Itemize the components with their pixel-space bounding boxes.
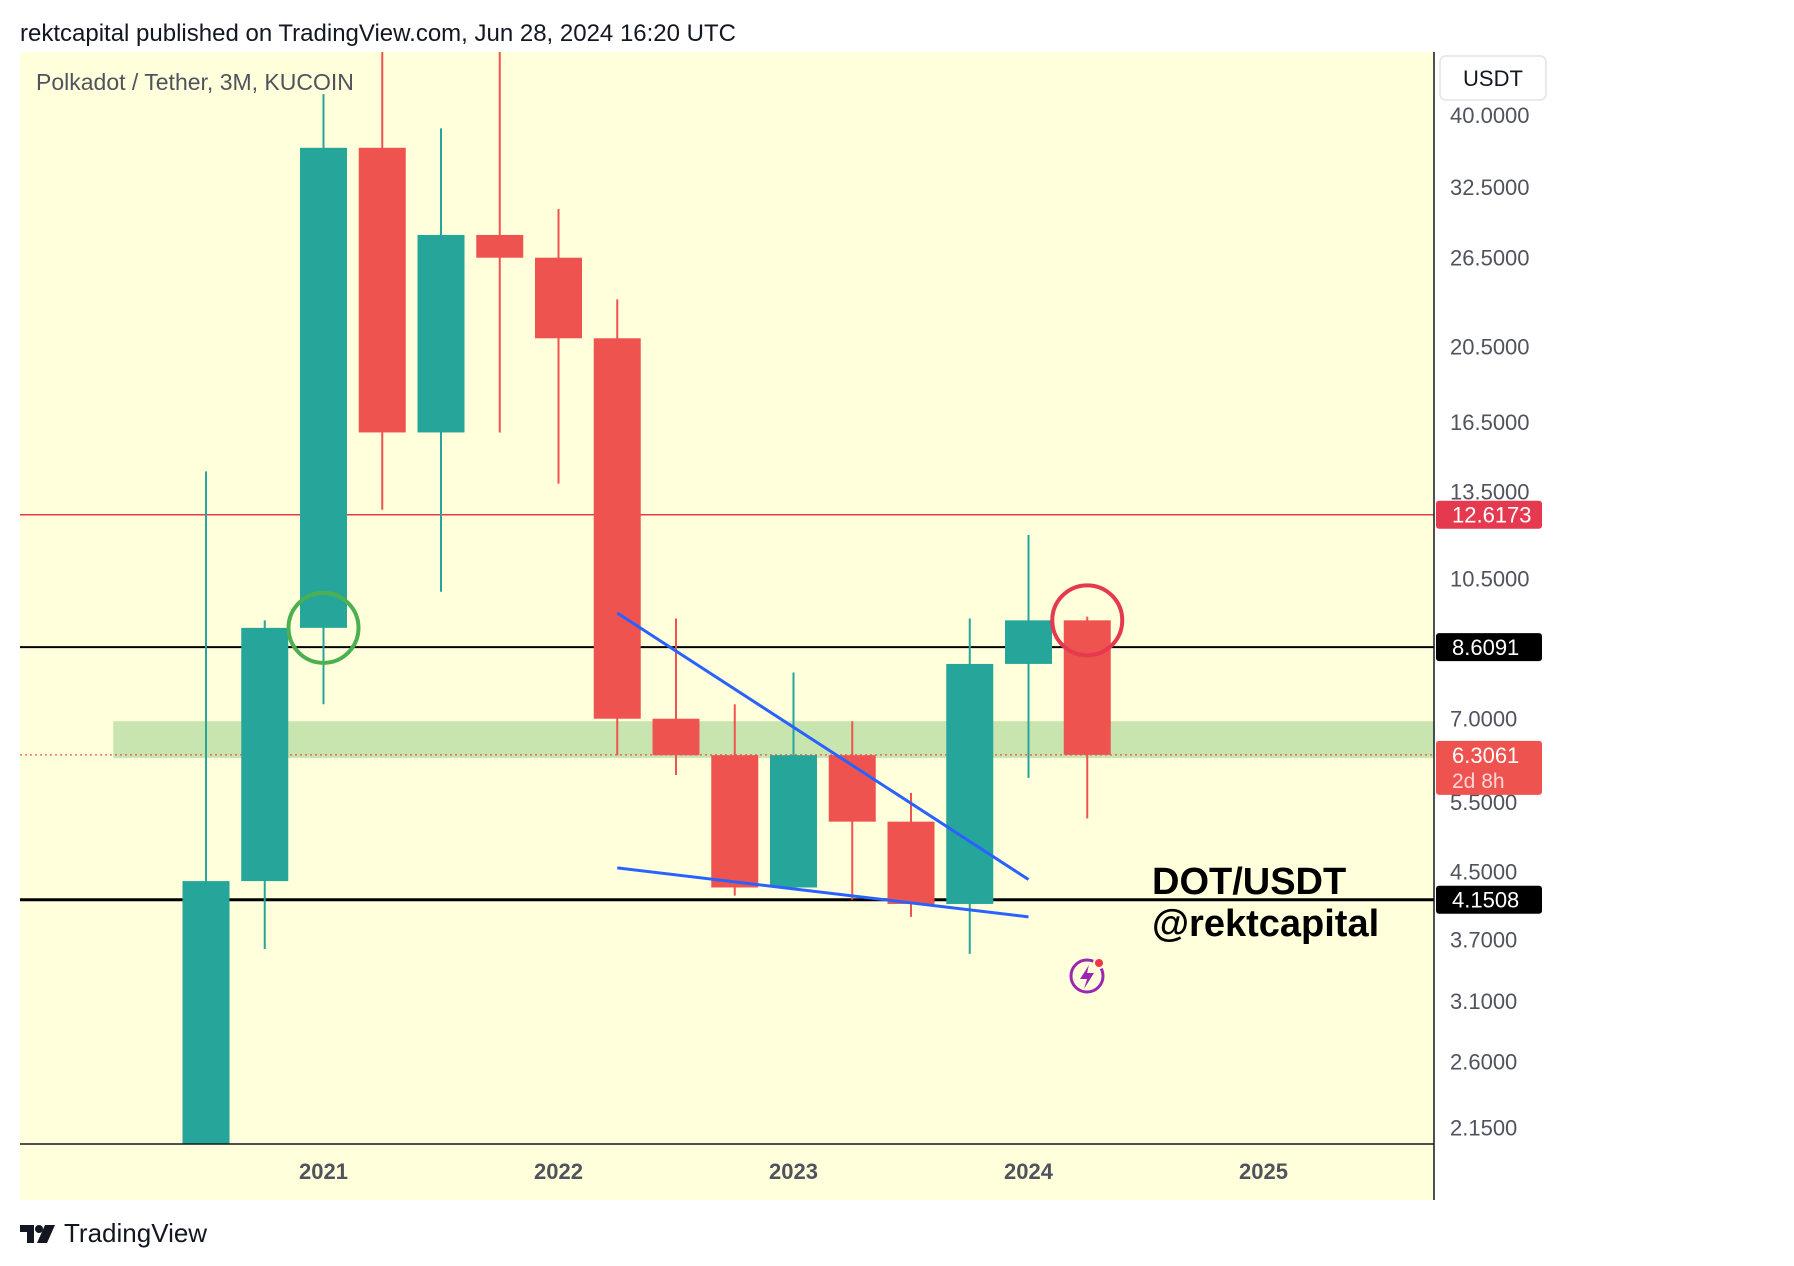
y-tick-label: 13.5000 (1450, 479, 1530, 504)
y-tick-label: 7.0000 (1450, 707, 1517, 732)
tradingview-logo-icon (20, 1224, 55, 1243)
candle-2021-Q2 (358, 52, 406, 510)
level-tag-12.6173: 12.6173 (1452, 503, 1532, 528)
chart-panel[interactable]: 40.0000 32.5000 26.5000 20.5000 16.5000 13.50… (20, 52, 1774, 1200)
y-tick-label: 10.5000 (1450, 566, 1530, 591)
price-axis-layer: 40.0000 32.5000 26.5000 20.5000 16.5000 13.50… (1433, 52, 1530, 1200)
publish-header: rektcapital published on TradingView.com… (20, 20, 736, 47)
y-tick-label: 40.0000 (1450, 103, 1530, 128)
candle-body (946, 663, 994, 904)
y-tick-label: 32.5000 (1450, 175, 1530, 200)
footer-brand[interactable]: TradingView (20, 1218, 207, 1249)
candle-2021-Q3 (417, 128, 465, 592)
lightning-icon[interactable] (1069, 957, 1105, 994)
level-tag-4.1508: 4.1508 (1452, 888, 1519, 913)
candle-body (300, 147, 347, 628)
red-circle-marker (1050, 583, 1125, 658)
currency-button[interactable]: USDT (1439, 55, 1547, 101)
candle-2022-Q2 (593, 299, 641, 756)
y-tick-label: 3.7000 (1450, 928, 1517, 953)
green-circle-marker (286, 590, 361, 665)
currency-button-label: USDT (1463, 66, 1523, 91)
y-tick-label: 20.5000 (1450, 335, 1530, 360)
candle-2022-Q3 (652, 618, 700, 776)
time-axis-layer: 2021 2022 2023 2024 2025 (20, 1143, 1434, 1184)
candle-body (1063, 620, 1111, 755)
trendline-1 (616, 611, 1030, 881)
candle-body (887, 821, 935, 904)
plot-background[interactable] (20, 52, 1434, 1144)
level-tag-4.1508-background (1436, 885, 1542, 914)
candle-body (417, 234, 465, 433)
footer-brand-name: TradingView (64, 1218, 208, 1248)
x-tick-label: 2021 (299, 1159, 348, 1184)
markers-layer (286, 583, 1125, 665)
current-price-tag: 6.3061 (1452, 743, 1519, 768)
candle-2024-Q2 (1063, 616, 1111, 819)
symbol-title: Polkadot / Tether, 3M, KUCOIN (36, 69, 354, 95)
trendline-2 (617, 866, 1029, 919)
y-tick-label: 4.5000 (1450, 860, 1517, 885)
candle-body (593, 338, 641, 719)
x-tick-label: 2024 (1004, 1159, 1054, 1184)
candle-2021-Q4 (476, 52, 524, 433)
candlestick-chart[interactable]: 40.0000 32.5000 26.5000 20.5000 16.5000 13.50… (20, 52, 1774, 1200)
candle-body (241, 627, 289, 882)
watermark-pair: DOT/USDT (1152, 861, 1346, 903)
support-zone-layer (113, 721, 1434, 758)
candle-2020-Q3 (182, 471, 230, 1144)
time-axis-background[interactable] (20, 1144, 1434, 1200)
candle-body (358, 147, 406, 433)
candle-2023-Q4 (946, 618, 994, 954)
x-tick-label: 2022 (534, 1159, 583, 1184)
candle-body (476, 234, 524, 258)
candles-layer (182, 52, 1111, 1144)
support-zone (113, 721, 1434, 758)
price-axis-background[interactable] (1434, 52, 1774, 1200)
watermark-author: @rektcapital (1152, 903, 1379, 945)
level-tag-8.6091-background (1436, 633, 1542, 662)
current-price-tag-background (1436, 740, 1542, 795)
candle-body (535, 257, 582, 339)
candle-2023-Q3 (887, 792, 935, 917)
candle-body (652, 718, 700, 756)
candle-countdown: 2d 8h (1452, 770, 1505, 793)
level-tag-8.6091: 8.6091 (1452, 635, 1519, 660)
candle-body (711, 755, 759, 888)
candle-2021-Q1 (300, 94, 347, 705)
candle-2024-Q1 (1005, 534, 1052, 778)
candle-2020-Q4 (241, 620, 289, 950)
y-tick-label: 16.5000 (1450, 410, 1530, 435)
x-tick-label: 2023 (769, 1159, 818, 1184)
candle-body (1005, 620, 1052, 664)
y-tick-label: 3.1000 (1450, 989, 1517, 1014)
trendlines-layer (616, 611, 1030, 919)
level-tag-12.6173-background (1436, 500, 1542, 529)
y-tick-label: 2.6000 (1450, 1050, 1517, 1075)
candle-2022-Q4 (711, 704, 759, 896)
x-tick-label: 2025 (1239, 1159, 1288, 1184)
candle-body (182, 881, 230, 1144)
y-tick-label: 26.5000 (1450, 246, 1530, 271)
candle-2022-Q1 (535, 209, 582, 484)
candle-body (770, 755, 817, 888)
y-tick-label: 2.1500 (1450, 1116, 1517, 1141)
candle-2023-Q1 (770, 672, 817, 888)
